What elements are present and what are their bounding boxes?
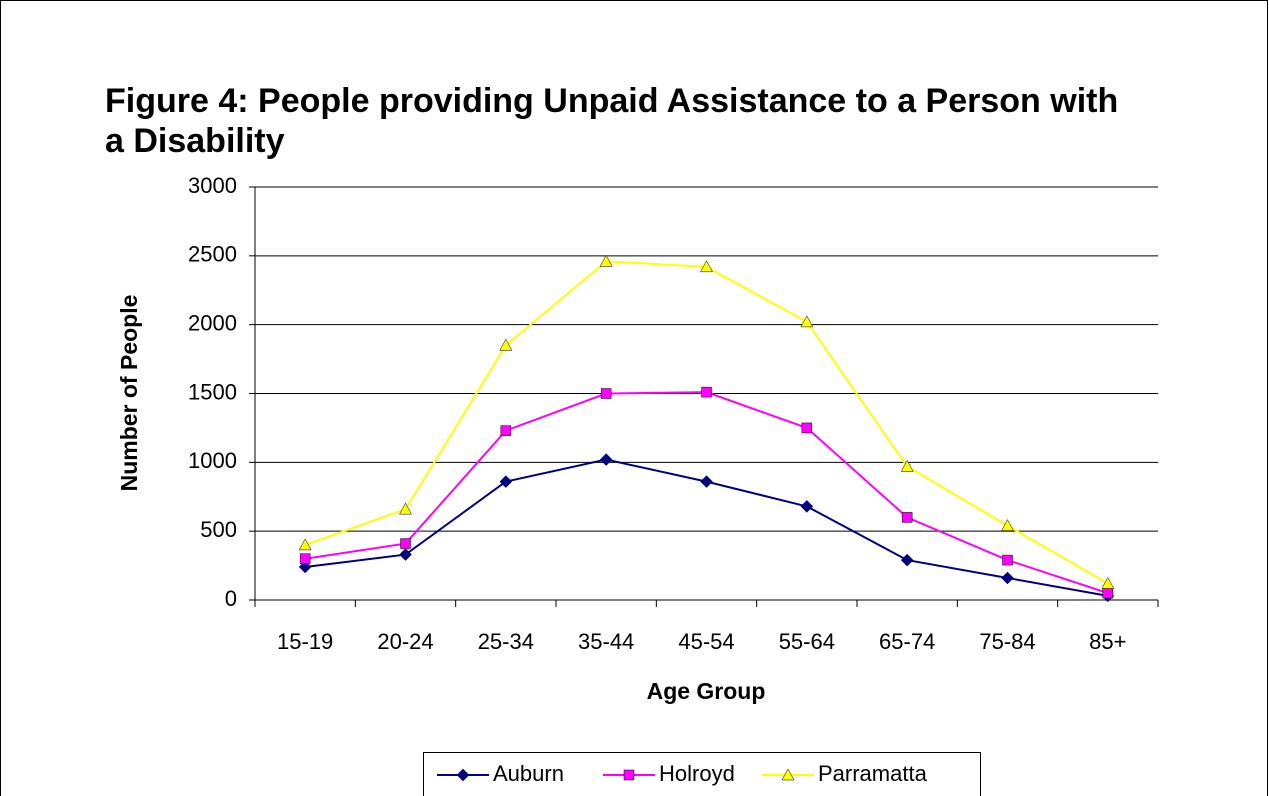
marker [298,538,312,551]
x-tick-label: 85+ [1089,629,1126,654]
legend-label: Auburn [493,761,564,786]
x-tick-label: 75-84 [979,629,1035,654]
marker [399,502,412,515]
y-tick-label: 500 [200,517,237,542]
y-tick-label: 0 [225,586,237,611]
title-line: a Disability [105,122,285,160]
x-tick-label: 55-64 [779,629,835,654]
marker [599,453,613,466]
y-tick-label: 2000 [188,310,237,335]
legend-label: Holroyd [659,761,735,786]
x-tick-label: 20-24 [377,629,433,654]
marker [623,769,635,781]
marker [298,560,312,574]
marker [1102,587,1114,599]
title-line: Figure 4: People providing Unpaid Assist… [105,82,1118,120]
y-tick-label: 1500 [188,379,237,404]
marker [781,768,795,781]
marker [456,768,470,782]
marker [400,538,411,549]
marker [800,500,814,513]
x-tick-label: 65-74 [879,629,935,654]
marker [499,475,513,488]
chart-title: Figure 4: People providing Unpaid Assist… [105,82,1118,160]
marker [499,338,513,351]
marker [399,548,412,561]
marker [1101,576,1115,589]
legend-box [423,752,981,796]
x-tick-label: 25-34 [478,629,534,654]
y-axis-label: Number of People [116,295,142,492]
marker [801,422,813,434]
x-axis-label: Age Group [647,678,766,704]
marker [900,459,914,472]
marker [1001,519,1014,531]
marker [800,315,814,328]
y-tick-label: 2500 [188,242,237,267]
marker [700,475,713,488]
marker [299,553,311,564]
x-tick-label: 45-54 [678,629,734,654]
y-tick-label: 1000 [188,448,237,473]
marker [500,425,512,436]
marker [600,388,612,399]
legend-label: Parramatta [818,761,928,786]
marker [1001,571,1014,585]
x-tick-label: 35-44 [578,629,634,654]
marker [1002,554,1013,566]
marker [701,386,712,398]
marker [901,512,913,523]
marker [900,553,914,567]
y-tick-label: 3000 [188,173,237,198]
marker [700,260,713,273]
x-tick-label: 15-19 [277,629,333,654]
marker [599,254,613,267]
